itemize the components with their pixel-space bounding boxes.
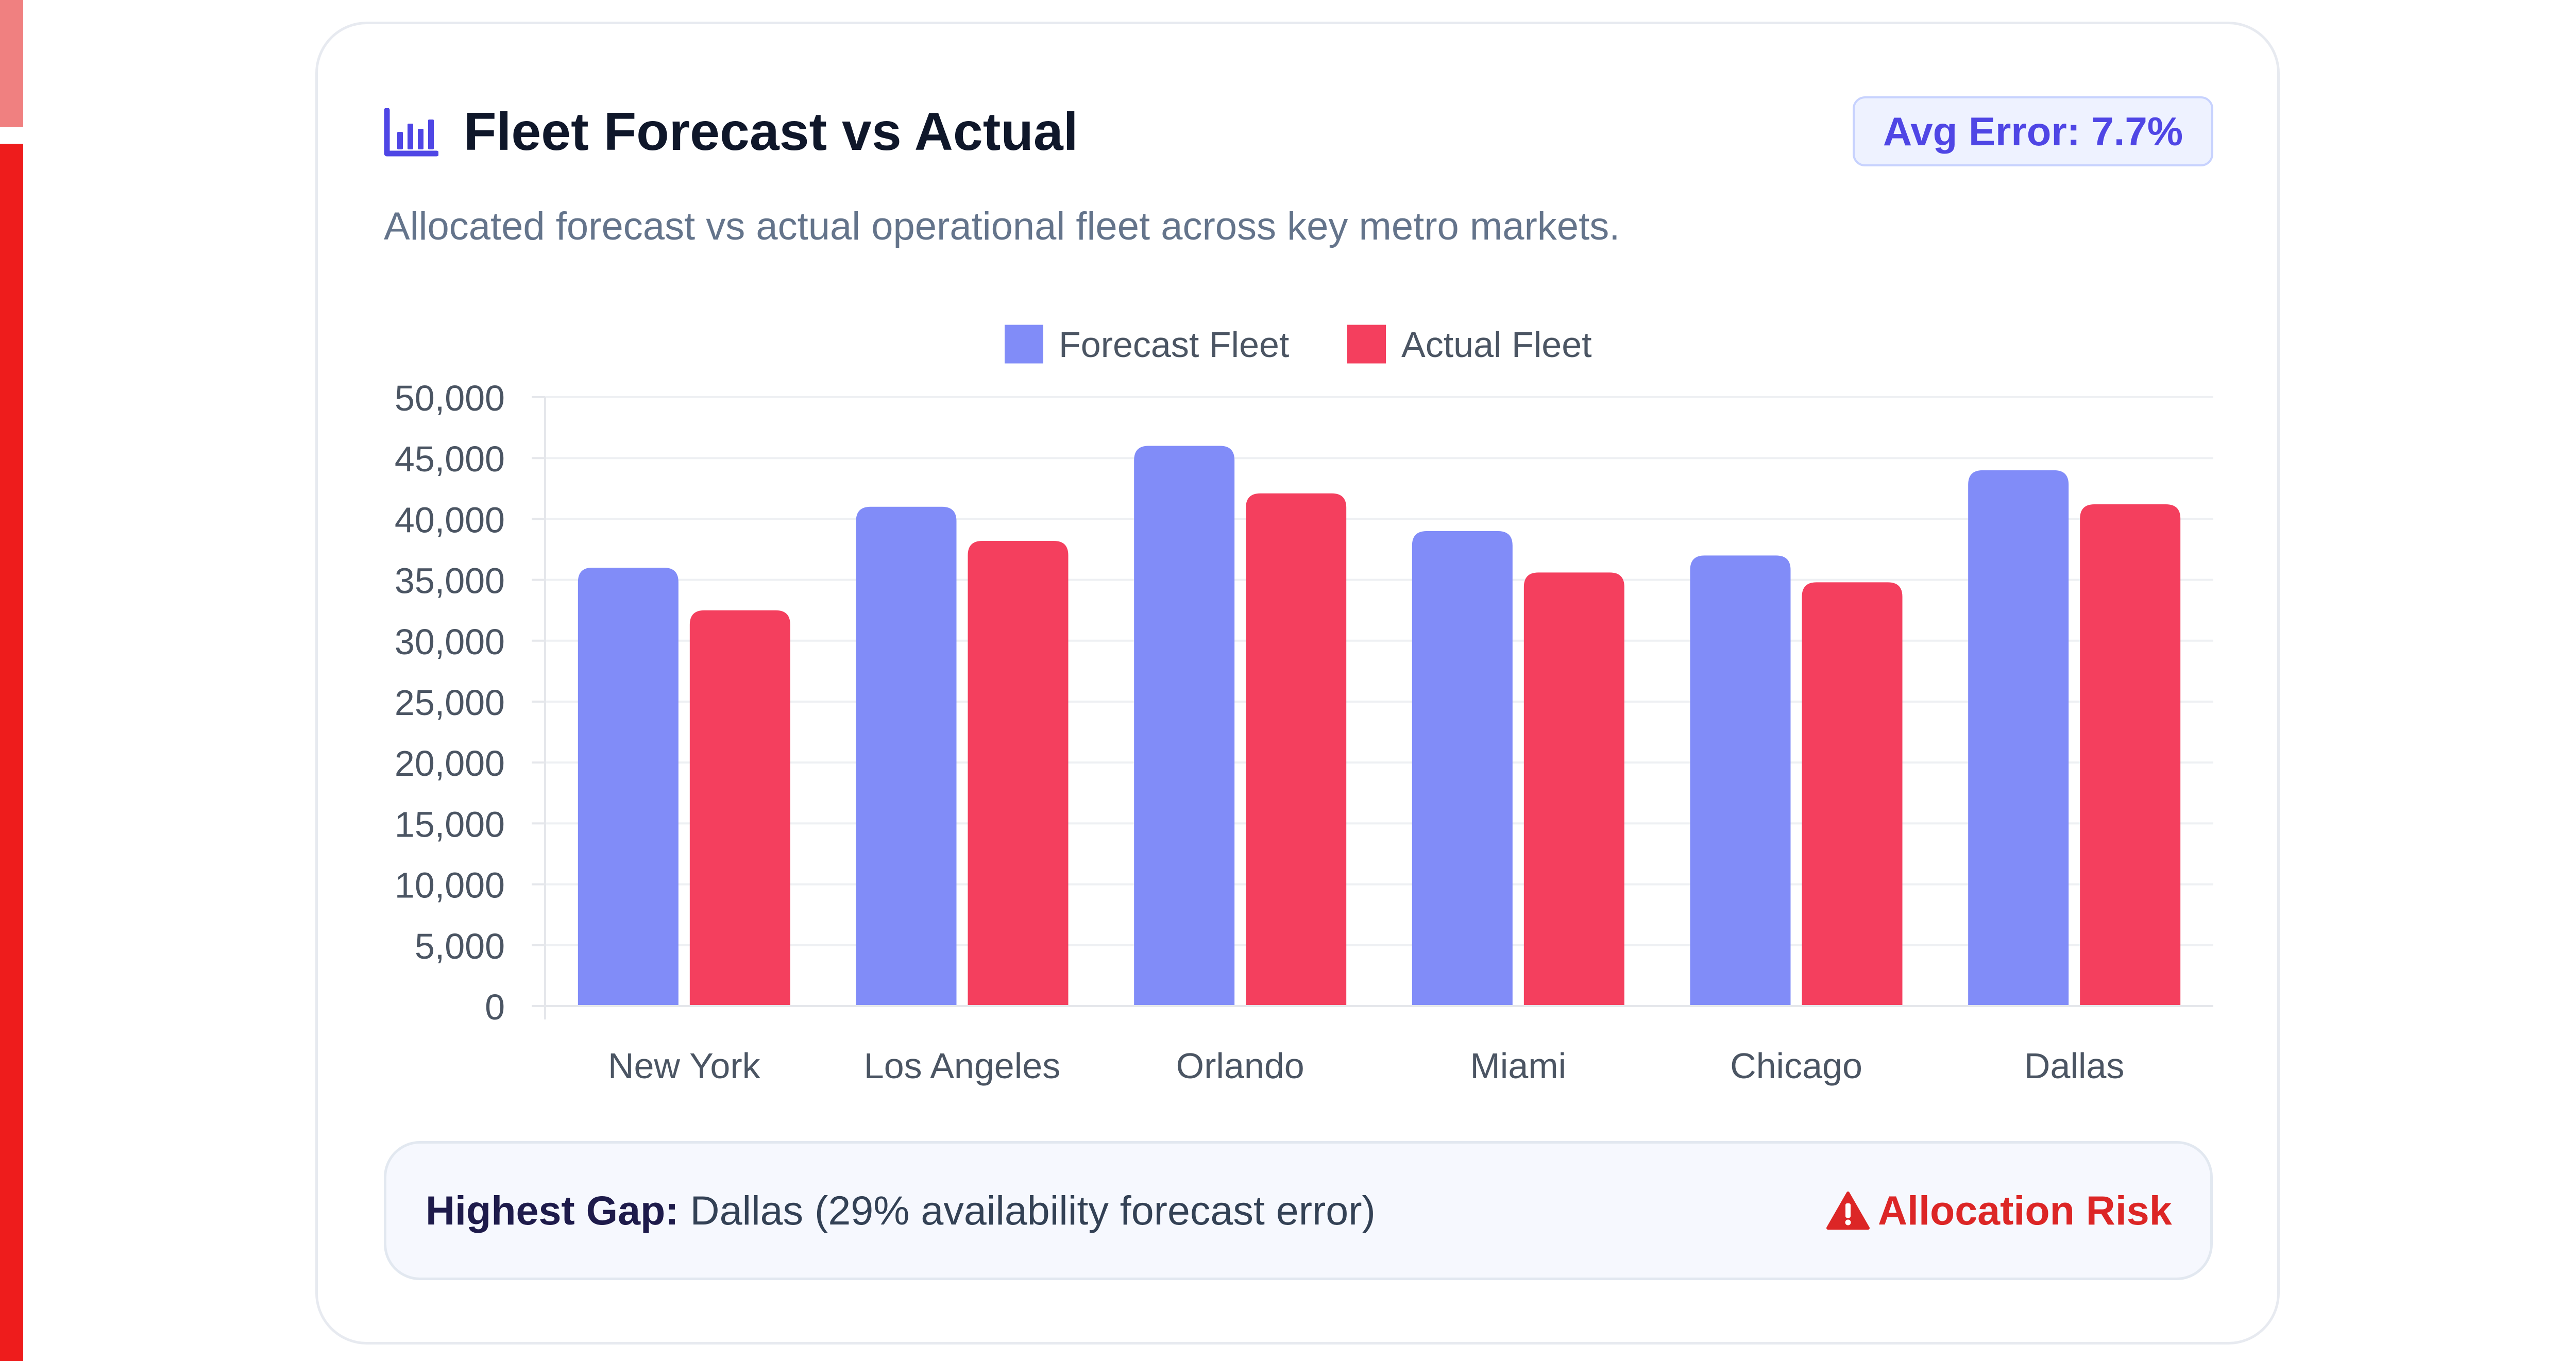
insight-box bbox=[384, 1141, 2213, 1280]
accent-strip-main bbox=[0, 144, 23, 1361]
legend: Forecast Fleet Actual Fleet bbox=[1005, 325, 1592, 365]
x-tick-label: New York bbox=[608, 1046, 761, 1086]
highest-gap-text: Highest Gap: Dallas (29% availability fo… bbox=[426, 1183, 1376, 1238]
axes bbox=[532, 396, 2213, 1019]
legend-swatch-actual[interactable] bbox=[1347, 325, 1386, 364]
highest-gap-label: Highest Gap: bbox=[426, 1187, 679, 1233]
y-tick-label: 30,000 bbox=[395, 622, 505, 662]
bar-actual-chicago[interactable] bbox=[1802, 582, 1903, 1006]
y-tick-label: 25,000 bbox=[395, 683, 505, 723]
allocation-risk-label: Allocation Risk bbox=[1878, 1187, 2172, 1233]
y-tick-label: 40,000 bbox=[395, 500, 505, 540]
bar-actual-los-angeles[interactable] bbox=[968, 540, 1069, 1006]
y-tick-label: 15,000 bbox=[395, 804, 505, 844]
y-tick-label: 10,000 bbox=[395, 865, 505, 906]
bar-actual-new-york[interactable] bbox=[689, 610, 790, 1006]
y-tick-label: 35,000 bbox=[395, 561, 505, 601]
y-tick-label: 20,000 bbox=[395, 743, 505, 784]
x-tick-label: Orlando bbox=[1176, 1046, 1304, 1086]
y-tick-label: 0 bbox=[485, 987, 505, 1027]
allocation-risk-alert: Allocation Risk bbox=[1826, 1183, 2172, 1238]
legend-label-actual[interactable]: Actual Fleet bbox=[1401, 325, 1592, 365]
y-tick-label: 45,000 bbox=[395, 439, 505, 479]
card-subtitle: Allocated forecast vs actual operational… bbox=[384, 205, 1620, 248]
x-tick-label: Chicago bbox=[1730, 1046, 1862, 1086]
tick-labels: 0 5,000 10,000 15,000 20,000 25,000 30,000 35,0… bbox=[395, 378, 2125, 1086]
bar-chart-icon bbox=[384, 108, 438, 157]
legend-label-forecast[interactable]: Forecast Fleet bbox=[1059, 325, 1289, 365]
y-tick-label: 5,000 bbox=[415, 926, 505, 966]
highest-gap-value: Dallas (29% availability forecast error) bbox=[690, 1187, 1376, 1233]
bar-forecast-chicago[interactable] bbox=[1690, 555, 1791, 1006]
legend-swatch-forecast[interactable] bbox=[1005, 325, 1043, 364]
bar-forecast-new-york[interactable] bbox=[578, 567, 679, 1006]
warning-icon bbox=[1826, 1192, 1870, 1230]
bars bbox=[578, 446, 2181, 1006]
bar-forecast-los-angeles[interactable] bbox=[856, 506, 957, 1006]
bar-actual-orlando[interactable] bbox=[1246, 493, 1347, 1006]
bar-actual-dallas[interactable] bbox=[2080, 504, 2181, 1006]
x-tick-label: Dallas bbox=[2024, 1046, 2125, 1086]
bar-actual-miami[interactable] bbox=[1523, 572, 1624, 1006]
y-tick-label: 50,000 bbox=[395, 378, 505, 418]
avg-error-badge: Avg Error: 7.7% bbox=[1853, 96, 2213, 166]
bar-forecast-orlando[interactable] bbox=[1134, 446, 1235, 1006]
bar-forecast-miami[interactable] bbox=[1412, 531, 1513, 1006]
bar-forecast-dallas[interactable] bbox=[1968, 470, 2069, 1006]
card-title: Fleet Forecast vs Actual bbox=[464, 102, 1078, 162]
accent-strip-top bbox=[0, 0, 23, 127]
x-tick-label: Miami bbox=[1470, 1046, 1567, 1086]
x-tick-label: Los Angeles bbox=[864, 1046, 1060, 1086]
grid-lines bbox=[545, 396, 2213, 946]
